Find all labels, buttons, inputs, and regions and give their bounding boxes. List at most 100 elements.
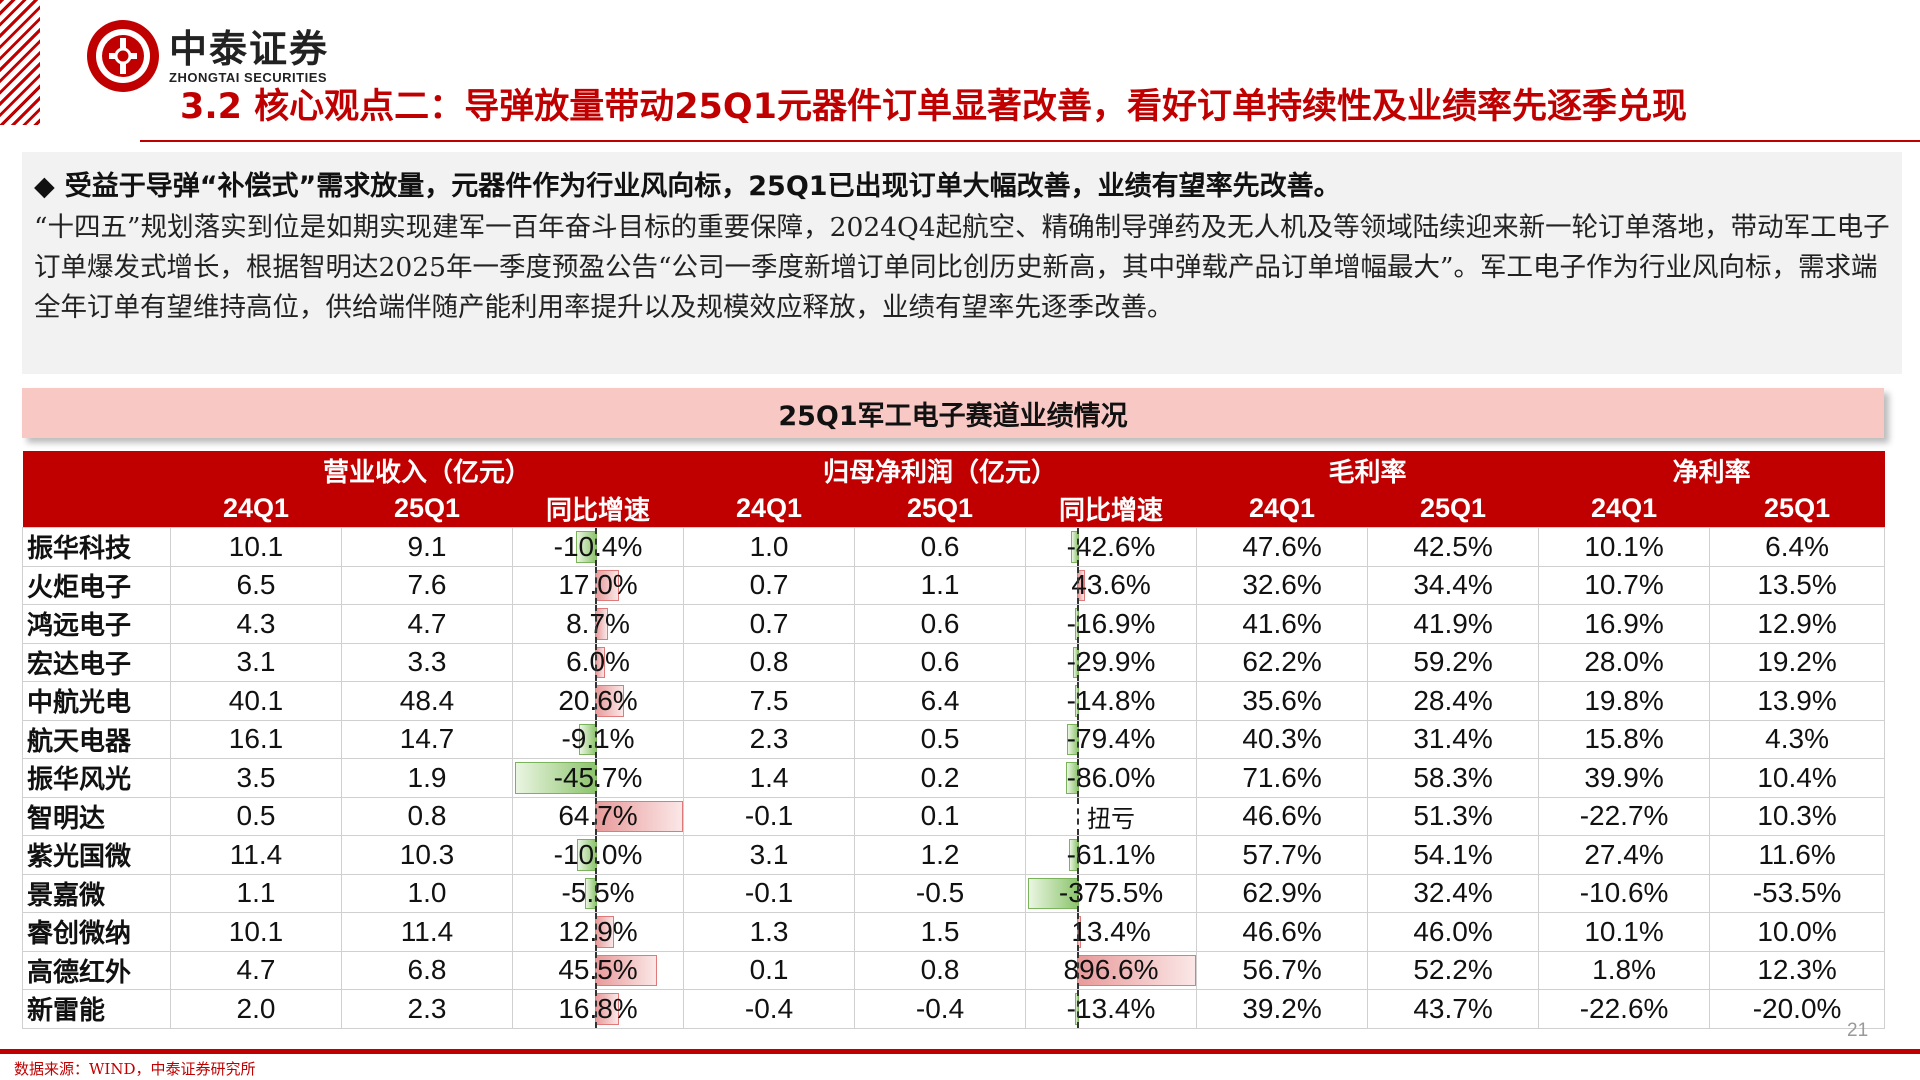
cell-rev-yoy: -5.5% — [511, 873, 685, 913]
brand-name-cn: 中泰证券 — [169, 26, 330, 71]
cell-nm24: -10.6% — [1538, 873, 1711, 913]
subheader-nm-24q1: 24Q1 — [1538, 489, 1710, 528]
yoy-value: -5.5% — [561, 877, 635, 909]
decorative-stripes — [0, 0, 40, 125]
yoy-value: 896.6% — [1063, 954, 1159, 986]
cell-name: 睿创微纳 — [22, 912, 171, 952]
cell-np-yoy: 43.6% — [1025, 565, 1198, 605]
cell-np24: 0.1 — [683, 950, 856, 990]
yoy-bar-axis — [1077, 951, 1080, 989]
cell-np25: 0.5 — [854, 719, 1027, 759]
group-header-revenue: 营业收入（亿元） — [170, 451, 684, 489]
subheader-gm-24q1: 24Q1 — [1196, 489, 1368, 528]
cell-gm25: 54.1% — [1367, 835, 1540, 875]
table-row: 新雷能 2.0 2.3 16.8% -0.4 -0.4 -13.4% 39.2% 43.7% -2… — [22, 989, 1886, 1029]
brand-logo: 中泰证券 ZHONGTAI SECURITIES — [85, 18, 329, 94]
yoy-bar-axis — [1077, 874, 1080, 912]
cell-rev25: 11.4 — [341, 912, 513, 952]
cell-rev-yoy: 64.7% — [511, 796, 685, 836]
yoy-value: 6.0% — [566, 646, 630, 678]
cell-nm24: 1.8% — [1538, 950, 1711, 990]
yoy-bar-axis — [1077, 797, 1080, 835]
summary-box: ◆ 受益于导弹“补偿式”需求放量，元器件作为行业风向标，25Q1已出现订单大幅改善… — [22, 152, 1902, 374]
cell-gm24: 46.6% — [1196, 912, 1369, 952]
cell-gm24: 62.9% — [1196, 873, 1369, 913]
yoy-bar-axis — [1077, 836, 1080, 874]
cell-np25: 6.4 — [854, 681, 1027, 721]
yoy-positive-bar — [1077, 954, 1196, 986]
yoy-bar-axis — [1077, 990, 1080, 1028]
cell-rev-yoy: -10.0% — [511, 835, 685, 875]
yoy-value: -13.4% — [1066, 992, 1156, 1024]
cell-gm24: 57.7% — [1196, 835, 1369, 875]
summary-headline-text: 受益于导弹“补偿式”需求放量，元器件作为行业风向标，25Q1已出现订单大幅改善，… — [64, 171, 1341, 202]
yoy-value: -86.0% — [1066, 761, 1156, 793]
cell-rev25: 7.6 — [341, 565, 513, 605]
summary-body: “十四五”规划落实到位是如期实现建军一百年奋斗目标的重要保障，2024Q4起航空… — [34, 212, 1890, 323]
cell-gm25: 42.5% — [1367, 527, 1540, 567]
yoy-positive-bar — [594, 800, 683, 832]
subheader-rev-24q1: 24Q1 — [170, 489, 342, 528]
yoy-value: -375.5% — [1058, 877, 1164, 909]
cell-nm25: 10.0% — [1709, 912, 1886, 952]
cell-gm24: 32.6% — [1196, 565, 1369, 605]
page-title: 3.2 核心观点二：导弹放量带动25Q1元器件订单显著改善，看好订单持续性及业绩… — [180, 87, 1688, 127]
cell-name: 紫光国微 — [22, 835, 171, 875]
cell-name: 振华科技 — [22, 527, 171, 567]
cell-rev-yoy: 16.8% — [511, 989, 685, 1029]
subheader-np-25q1: 25Q1 — [854, 489, 1026, 528]
table-row: 振华风光 3.5 1.9 -45.7% 1.4 0.2 -86.0% 71.6% 58.3% 39… — [22, 758, 1886, 798]
cell-name: 宏达电子 — [22, 642, 171, 682]
yoy-value: 64.7% — [558, 800, 638, 832]
cell-gm25: 41.9% — [1367, 604, 1540, 644]
table-row: 中航光电 40.1 48.4 20.6% 7.5 6.4 -14.8% 35.6% 28.4% 1… — [22, 681, 1886, 721]
cell-rev24: 16.1 — [170, 719, 342, 759]
cell-np24: 7.5 — [683, 681, 856, 721]
yoy-bar-axis — [1077, 913, 1080, 951]
cell-nm24: 10.7% — [1538, 565, 1711, 605]
cell-rev24: 11.4 — [170, 835, 342, 875]
yoy-value: 扭亏 — [1087, 804, 1136, 833]
table-row: 宏达电子 3.1 3.3 6.0% 0.8 0.6 -29.9% 62.2% 59.2% 28.0… — [22, 642, 1886, 682]
cell-np24: 3.1 — [683, 835, 856, 875]
yoy-value: -10.4% — [553, 530, 643, 562]
cell-rev-yoy: 17.0% — [511, 565, 685, 605]
cell-rev-yoy: 8.7% — [511, 604, 685, 644]
cell-rev25: 3.3 — [341, 642, 513, 682]
cell-rev25: 10.3 — [341, 835, 513, 875]
cell-nm24: -22.6% — [1538, 989, 1711, 1029]
table-row: 景嘉微 1.1 1.0 -5.5% -0.1 -0.5 -375.5% 62.9% 32.4% -… — [22, 873, 1886, 913]
yoy-negative-bar — [515, 762, 597, 794]
cell-gm25: 32.4% — [1367, 873, 1540, 913]
cell-gm24: 56.7% — [1196, 950, 1369, 990]
subheader-rev-25q1: 25Q1 — [341, 489, 513, 528]
cell-rev24: 10.1 — [170, 912, 342, 952]
cell-np-yoy: -86.0% — [1025, 758, 1198, 798]
cell-rev-yoy: -9.1% — [511, 719, 685, 759]
yoy-bar-axis — [1077, 682, 1080, 720]
table-corner-cell — [22, 451, 171, 489]
cell-nm24: -22.7% — [1538, 796, 1711, 836]
cell-np24: -0.4 — [683, 989, 856, 1029]
cell-nm25: 19.2% — [1709, 642, 1886, 682]
cell-np25: -0.4 — [854, 989, 1027, 1029]
cell-nm25: 10.4% — [1709, 758, 1886, 798]
cell-nm24: 28.0% — [1538, 642, 1711, 682]
cell-nm25: 11.6% — [1709, 835, 1886, 875]
yoy-value: 13.4% — [1071, 915, 1151, 947]
cell-nm24: 10.1% — [1538, 527, 1711, 567]
cell-nm25: 4.3% — [1709, 719, 1886, 759]
cell-np-yoy: -375.5% — [1025, 873, 1198, 913]
cell-rev25: 6.8 — [341, 950, 513, 990]
cell-nm24: 39.9% — [1538, 758, 1711, 798]
brand-name-en: ZHONGTAI SECURITIES — [169, 69, 328, 85]
table-body: 振华科技 10.1 9.1 -10.4% 1.0 0.6 -42.6% 47.6% 42.5% 1… — [22, 527, 1886, 1029]
cell-nm25: 12.9% — [1709, 604, 1886, 644]
table-row: 高德红外 4.7 6.8 45.5% 0.1 0.8 896.6% 56.7% 52.2% 1.8… — [22, 950, 1886, 990]
cell-name: 新雷能 — [22, 989, 171, 1029]
data-source: 数据来源：WIND，中泰证券研究所 — [14, 1060, 256, 1078]
diamond-bullet-icon: ◆ — [34, 171, 55, 202]
brand-logo-icon — [87, 20, 159, 92]
cell-name: 鸿远电子 — [22, 604, 171, 644]
cell-gm24: 71.6% — [1196, 758, 1369, 798]
